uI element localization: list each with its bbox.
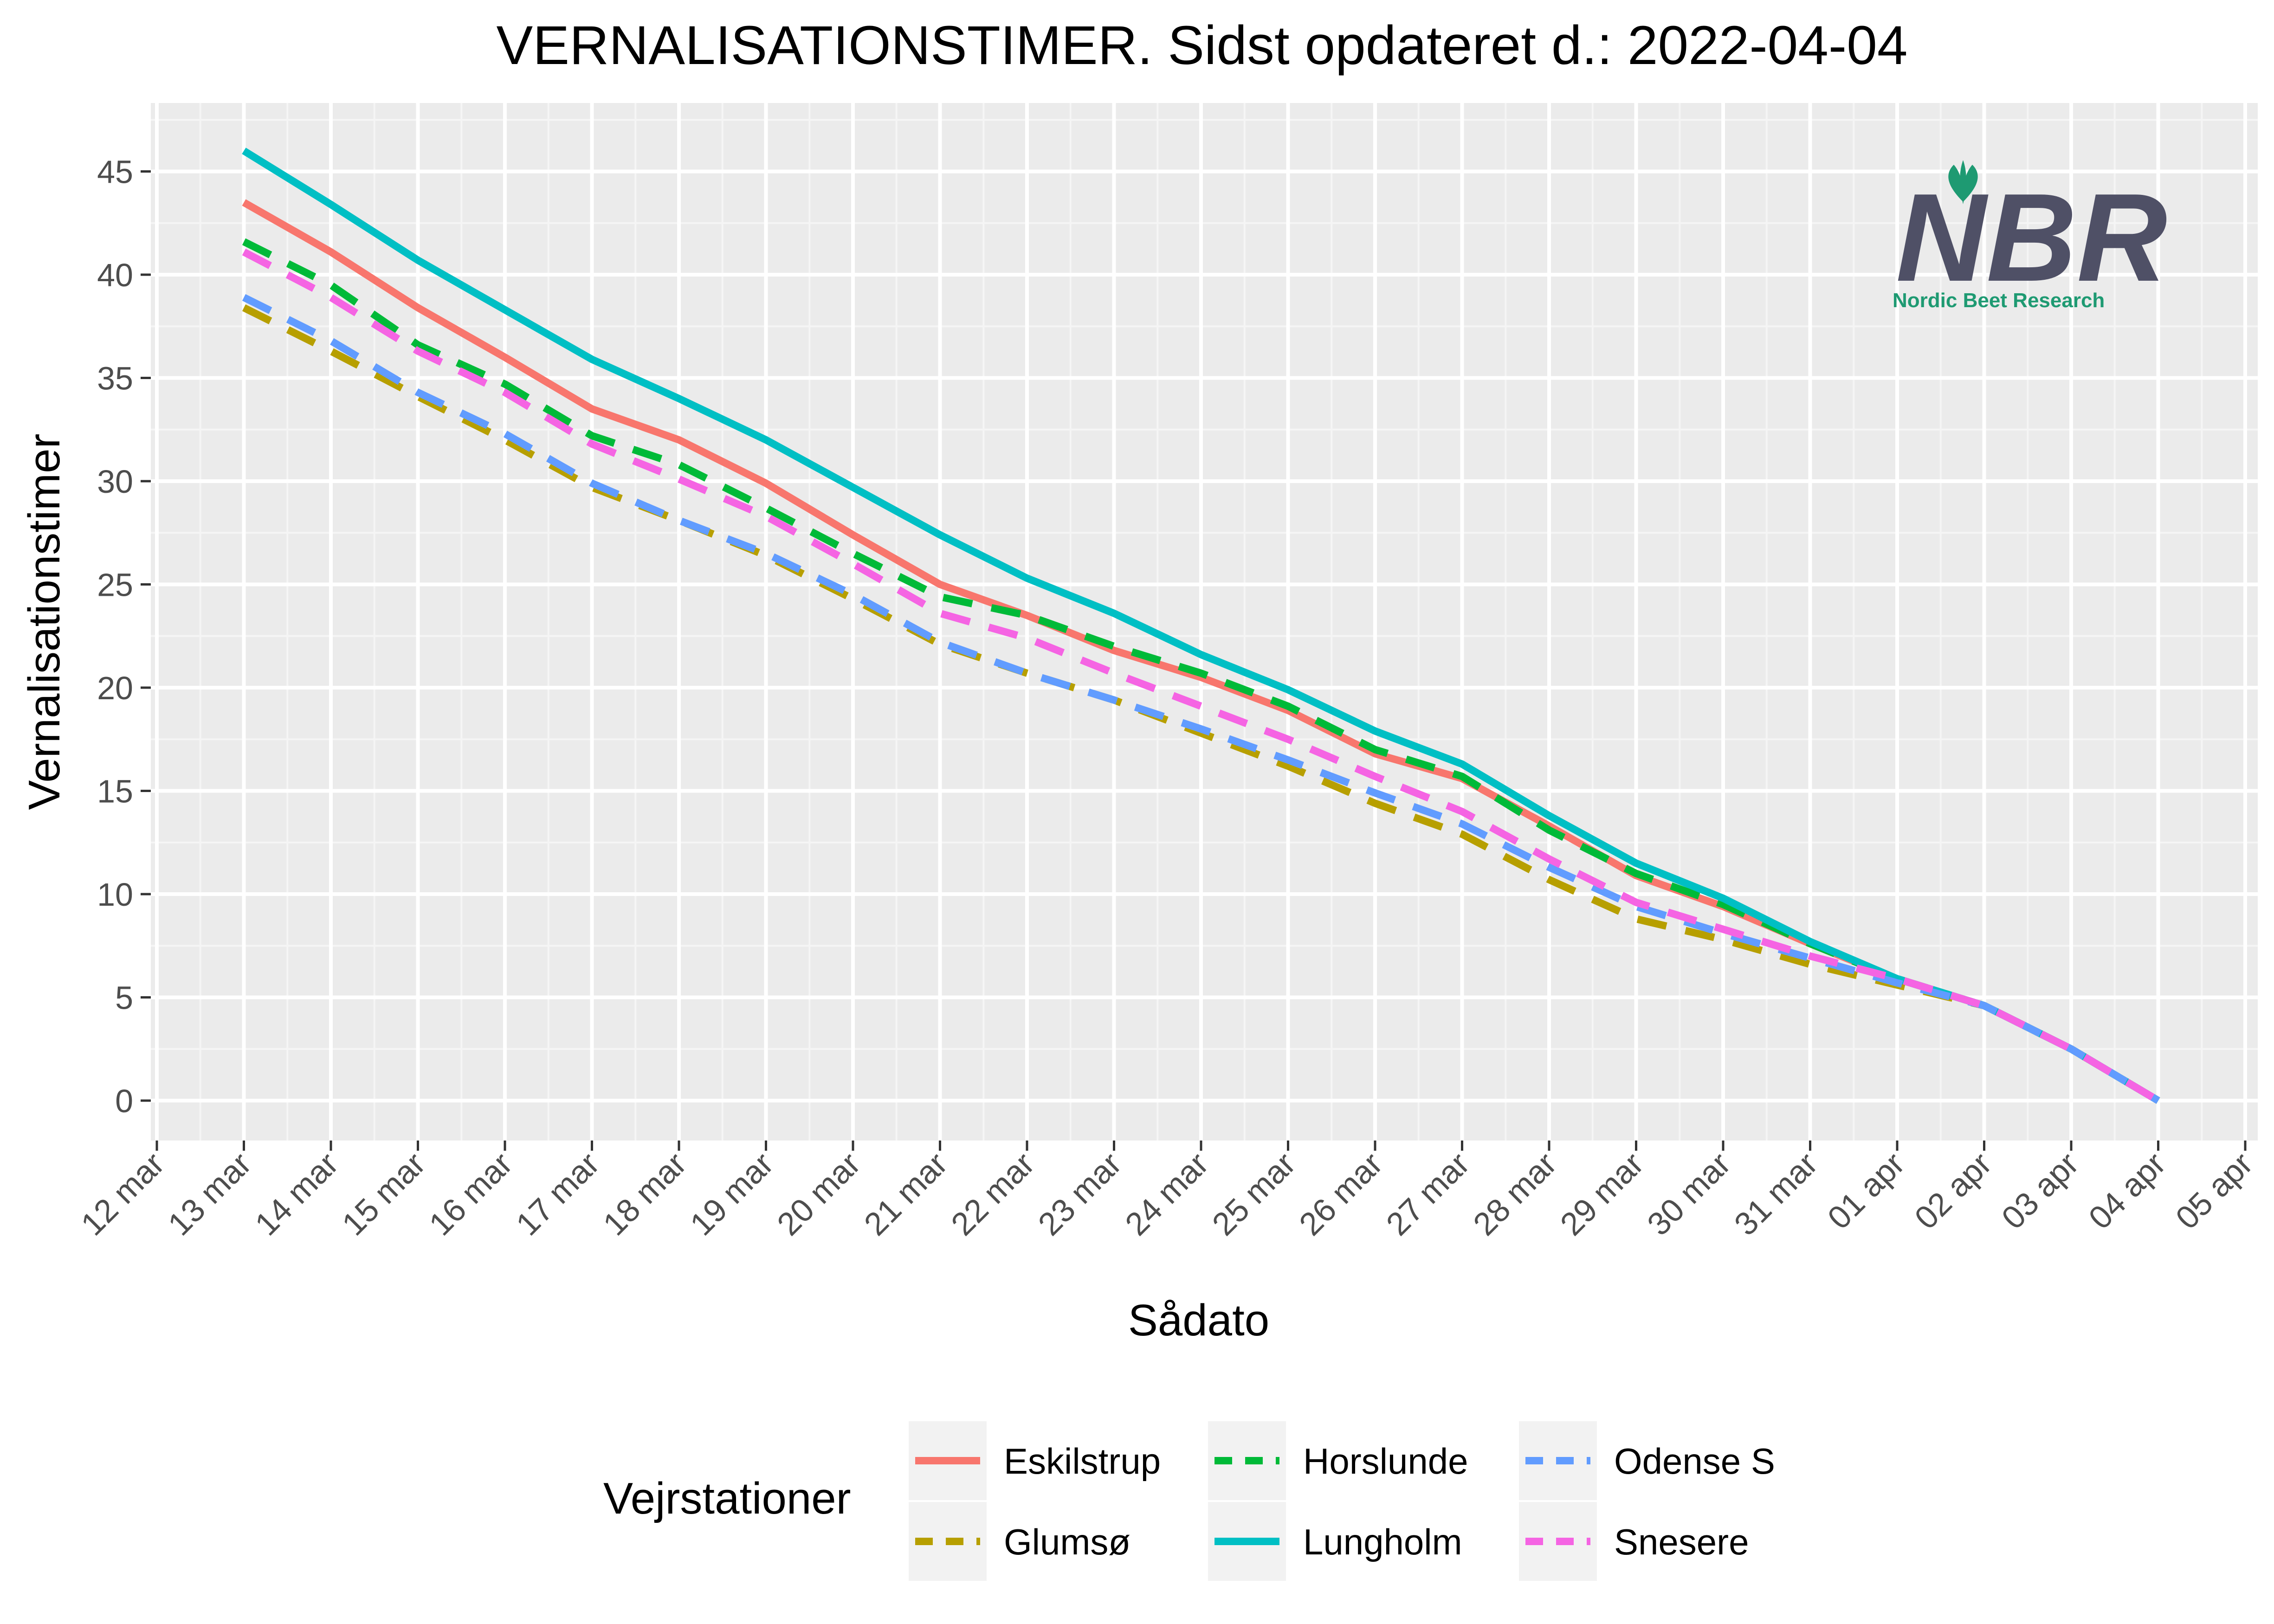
- series-line-horslunde: [242, 238, 2160, 1104]
- chart-title: VERNALISATIONSTIMER. Sidst opdateret d.:…: [497, 15, 1908, 76]
- logo-wordmark: NBR: [1896, 168, 2167, 308]
- series-line-glumsø: [242, 304, 2160, 1104]
- y-tick-label: 35: [97, 361, 133, 397]
- legend-label: Eskilstrup: [1004, 1441, 1161, 1482]
- y-tick-label: 40: [97, 257, 133, 293]
- legend-label: Odense S: [1614, 1441, 1775, 1482]
- y-axis-title: Vernalisationstimer: [19, 433, 69, 810]
- y-tick-label: 10: [97, 876, 133, 913]
- legend-item-eskilstrup: Eskilstrup: [909, 1421, 1161, 1500]
- y-tick-label: 30: [97, 464, 133, 500]
- legend-label: Lungholm: [1303, 1521, 1462, 1562]
- nbr-logo: NBR Nordic Beet Research: [1893, 160, 2167, 312]
- legend-item-horslunde: Horslunde: [1208, 1421, 1468, 1500]
- legend-item-snesere: Snesere: [1519, 1502, 1749, 1581]
- series-lines: [242, 148, 2160, 1104]
- series-line-lungholm: [242, 148, 2160, 1104]
- y-tick-label: 25: [97, 567, 133, 603]
- series-line-snesere: [242, 248, 2160, 1104]
- beet-leaf-icon: [1948, 160, 1978, 204]
- series-line-odense-s: [242, 294, 2160, 1104]
- legend-items: Eskilstrup Glumsø Horslunde Lungholm Odense …: [909, 1421, 1775, 1581]
- legend-label: Horslunde: [1303, 1441, 1468, 1482]
- y-tick-label: 0: [115, 1083, 133, 1119]
- major-gridlines: [151, 103, 2258, 1141]
- logo-subtitle: Nordic Beet Research: [1893, 289, 2105, 312]
- y-tick-label: 15: [97, 773, 133, 810]
- y-tick-label: 45: [97, 154, 133, 190]
- y-tick-label: 20: [97, 670, 133, 706]
- y-tick-label: 5: [115, 980, 133, 1016]
- legend-item-odense-s: Odense S: [1519, 1421, 1775, 1500]
- legend: Vejrstationer Eskilstrup Glumsø Horslunde L…: [603, 1421, 1775, 1581]
- legend-title: Vejrstationer: [603, 1474, 851, 1523]
- legend-item-lungholm: Lungholm: [1208, 1502, 1462, 1581]
- x-axis-title: Sådato: [1128, 1295, 1269, 1345]
- legend-item-glumsø: Glumsø: [909, 1502, 1131, 1581]
- legend-label: Glumsø: [1004, 1521, 1131, 1562]
- legend-label: Snesere: [1614, 1521, 1749, 1562]
- y-axis: 0 5 10 15 20 25 30 35 40 45: [97, 154, 151, 1119]
